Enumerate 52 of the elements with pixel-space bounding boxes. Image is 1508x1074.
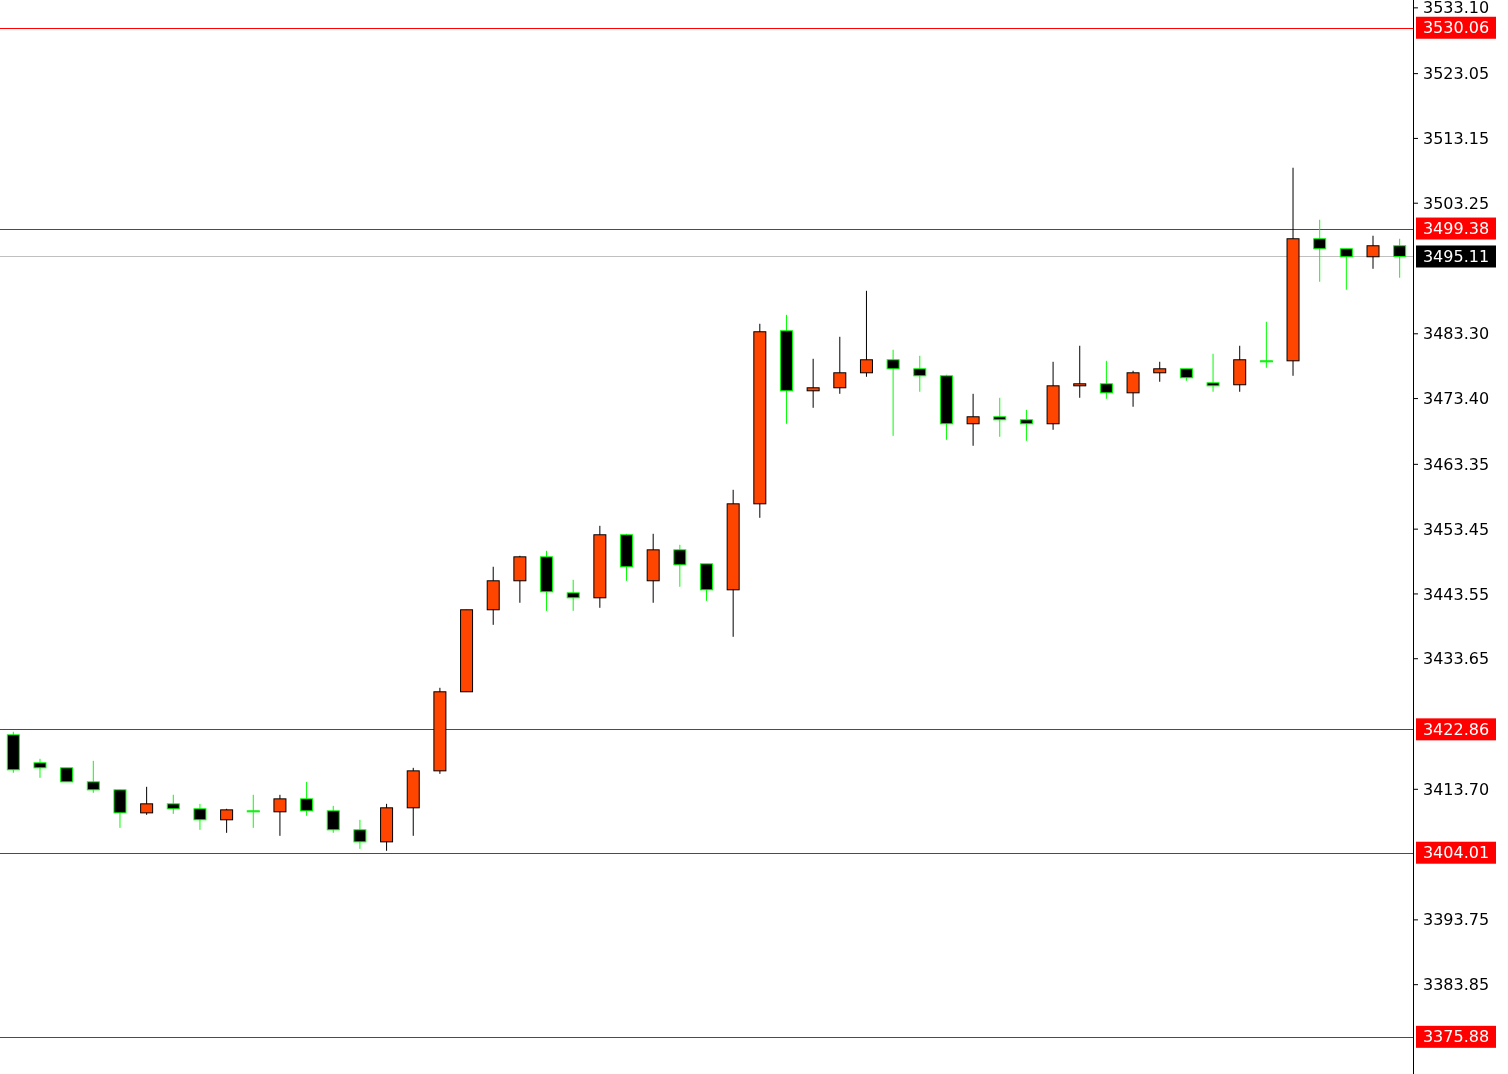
candlestick	[1099, 360, 1113, 400]
candlestick	[113, 789, 127, 829]
y-tick-label: 3433.65	[1423, 649, 1490, 669]
candlestick	[326, 805, 340, 834]
candlestick	[913, 355, 927, 393]
candlestick	[1366, 235, 1380, 270]
ref-line-label: 3375.88	[1422, 1027, 1490, 1047]
ref-line-label: 3530.06	[1422, 18, 1490, 38]
candlestick	[1339, 248, 1353, 291]
candlestick	[1393, 238, 1407, 279]
candlestick	[833, 336, 847, 395]
candlestick	[886, 349, 900, 437]
y-tick-label: 3413.70	[1423, 779, 1490, 799]
y-tick-label: 3503.25	[1423, 193, 1490, 213]
y-tick-label: 3483.30	[1423, 324, 1490, 344]
candlestick	[220, 808, 234, 834]
y-tick-label: 3463.35	[1423, 454, 1490, 474]
candlestick	[806, 358, 820, 409]
candlestick	[246, 794, 260, 829]
candlestick	[300, 781, 314, 817]
candlestick	[1019, 409, 1033, 442]
candlestick	[966, 393, 980, 447]
candlestick	[166, 794, 180, 815]
candlestick	[673, 544, 687, 588]
y-tick-label: 3523.05	[1423, 64, 1490, 84]
candlestick	[1073, 345, 1087, 399]
candlestick	[193, 803, 207, 831]
y-tick-label: 3453.45	[1423, 519, 1490, 539]
y-tick-label: 3473.40	[1423, 389, 1490, 409]
y-tick-label: 3393.75	[1423, 910, 1490, 930]
y-tick-label: 3443.55	[1423, 584, 1490, 604]
y-tick-label: 3383.85	[1423, 975, 1490, 995]
candlestick	[273, 794, 287, 837]
candlestick	[859, 290, 873, 378]
ref-line-label: 3404.01	[1422, 843, 1490, 863]
ref-line-label: 3495.11	[1422, 247, 1490, 267]
y-tick-label: 3533.10	[1423, 0, 1490, 18]
candlestick	[1313, 219, 1327, 283]
y-tick-label: 3513.15	[1423, 129, 1490, 149]
ref-line-label: 3499.38	[1422, 219, 1490, 239]
ref-line-label: 3422.86	[1422, 719, 1490, 739]
candlestick	[566, 579, 580, 612]
candlestick	[1259, 321, 1273, 369]
candlestick	[1153, 361, 1167, 383]
candlestick	[140, 786, 154, 816]
candlestick	[993, 397, 1007, 438]
candlestick	[513, 555, 527, 604]
candlestick	[86, 760, 100, 794]
candlestick	[33, 758, 47, 779]
candlestick	[1126, 370, 1140, 408]
candlestick	[1206, 353, 1220, 393]
candlestick	[353, 819, 367, 850]
